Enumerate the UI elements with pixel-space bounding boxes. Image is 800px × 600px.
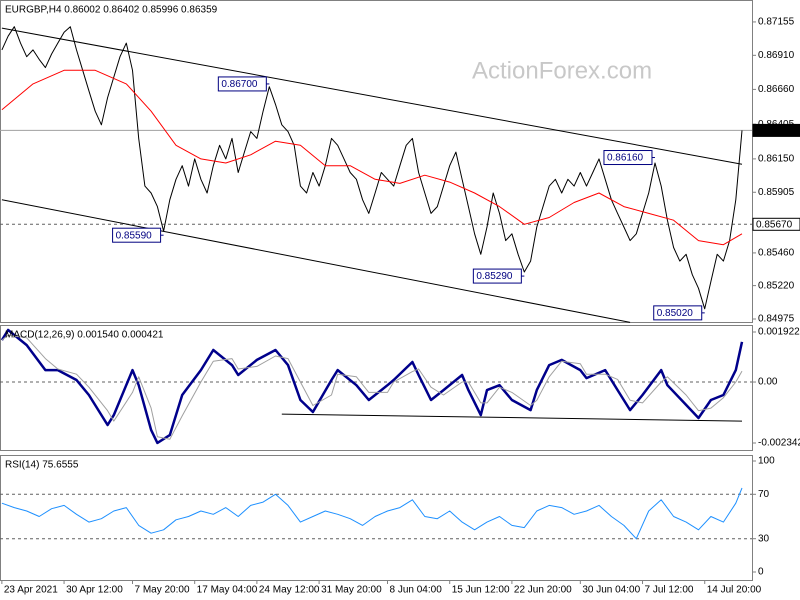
y-tick-label: 0.87155 [758,17,795,28]
annotation-label: 0.85290 [476,271,513,282]
level-label-box [752,217,800,231]
y-tick-label: 30 [758,533,770,544]
x-tick-label: 24 May 12:00 [259,585,320,596]
y-tick-label: 0 [758,567,764,578]
series-line [1,26,743,310]
y-tick-label: 0.00 [758,377,778,388]
y-tick-label: 70 [758,489,770,500]
level-label: 0.85670 [756,219,793,230]
y-tick-label: 0.85460 [758,248,795,259]
annotation-label: 0.86160 [607,153,644,164]
series-line [1,69,743,246]
y-tick-label: 0.86150 [758,154,795,165]
x-tick-label: 17 May 04:00 [197,585,258,596]
panel-title: RSI(14) 75.6555 [5,460,79,471]
panel-frame [0,325,753,451]
annotation-box [653,305,703,321]
panel-frame [0,0,753,323]
y-tick-label: 0.86660 [758,84,795,95]
annotation-label: 0.85590 [116,230,153,241]
x-tick-label: 23 Apr 2021 [4,585,58,596]
x-tick-label: 30 Jun 04:00 [582,585,640,596]
y-tick-label: 0.001922 [758,327,800,338]
series-line [0,328,744,445]
annotation-label: 0.85020 [657,308,694,319]
panel-frame [0,455,753,581]
y-tick-label: -0.002342 [758,438,800,449]
annotation-box [603,150,653,166]
x-tick-label: 7 May 20:00 [134,585,189,596]
annotation-box [217,76,267,92]
panel-title: EURGBP,H4 0.86002 0.86402 0.85996 0.8635… [5,5,218,16]
y-tick-label: 0.85220 [758,280,795,291]
level-label-box [752,123,800,137]
y-tick-label: 0.84975 [758,314,795,325]
annotation-label: 0.86700 [221,79,258,90]
x-tick-label: 22 Jun 20:00 [514,585,572,596]
annotation-box [112,227,162,243]
y-tick-label: 0.86910 [758,50,795,61]
x-tick-label: 31 May 20:00 [321,585,382,596]
x-tick-label: 30 Apr 12:00 [66,585,123,596]
trend-line [281,413,743,422]
x-tick-label: 7 Jul 12:00 [645,585,694,596]
level-label: 0.86359 [756,126,793,137]
panel-title: MACD(12,26,9) 0.001540 0.000421 [5,330,164,341]
series-line [1,334,743,440]
trend-line [1,199,631,323]
y-tick-label: 0.85905 [758,187,795,198]
y-tick-label: 100 [758,456,775,467]
x-tick-label: 14 Jul 20:00 [707,585,762,596]
series-line [1,487,743,540]
x-tick-label: 8 Jun 04:00 [390,585,443,596]
trend-line [1,27,743,165]
x-tick-label: 15 Jun 12:00 [452,585,510,596]
annotation-box [472,268,522,284]
watermark: ActionForex.com [472,57,652,84]
